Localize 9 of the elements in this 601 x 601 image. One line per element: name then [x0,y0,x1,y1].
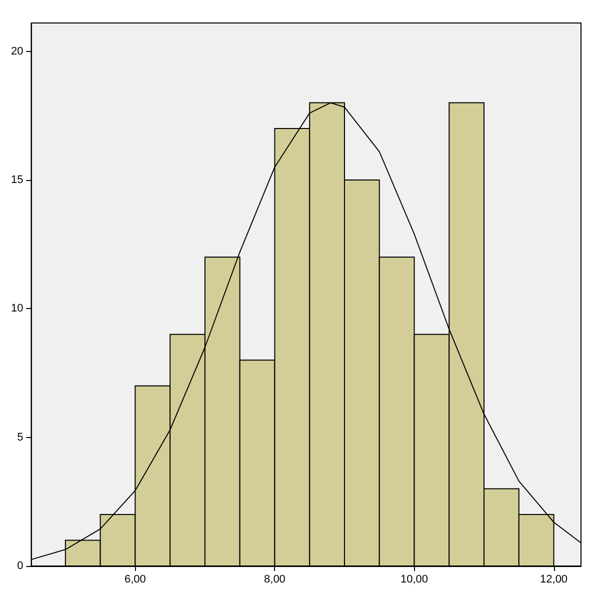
y-tick-label: 15 [10,174,24,186]
x-tick-label: 12,00 [540,574,568,586]
y-tick-label: 10 [10,302,24,315]
x-tick-label: 6,00 [124,574,146,586]
y-tick-label: 20 [10,45,24,58]
x-tick-label: 10,00 [400,574,428,586]
y-tick-label: 0 [17,560,24,572]
y-tick-label: 5 [17,431,24,444]
x-tick-label: 8,00 [264,574,286,586]
